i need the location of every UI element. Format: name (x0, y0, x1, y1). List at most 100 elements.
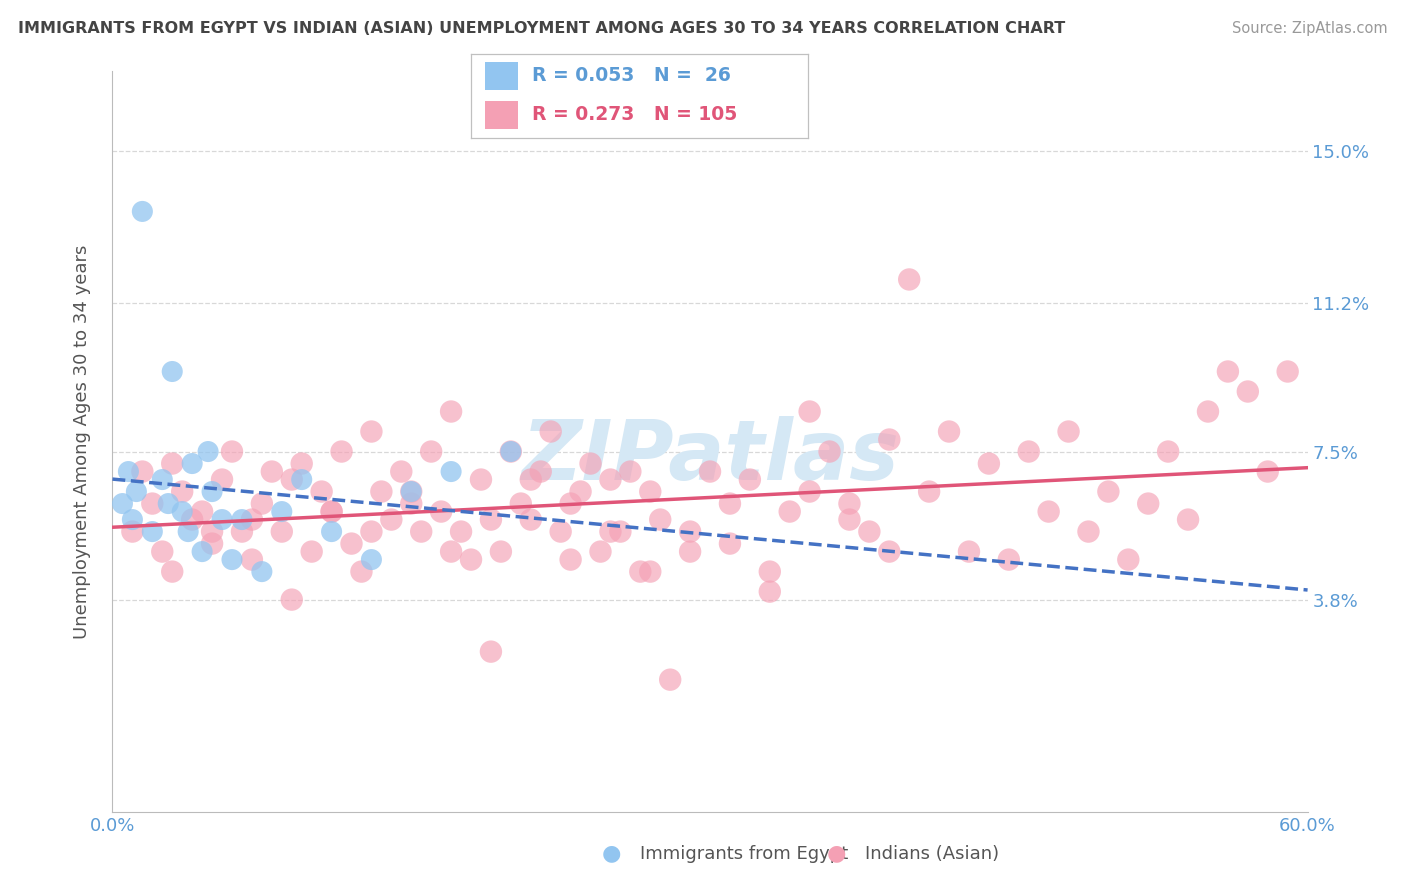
Point (489, 544, 512, 558)
Point (291, 457, 314, 471)
Point (1237, 384, 1260, 399)
Point (201, 484, 224, 499)
Point (499, 444, 522, 458)
Point (440, 544, 463, 558)
Text: Indians (Asian): Indians (Asian) (865, 846, 998, 863)
Point (125, 484, 148, 499)
Point (499, 444, 522, 458)
Point (360, 552, 382, 566)
Point (977, 457, 1000, 471)
Point (360, 425, 382, 439)
Point (370, 484, 392, 499)
Bar (485, 62, 519, 90)
Point (181, 457, 204, 471)
Point (281, 592, 304, 607)
Point (589, 544, 612, 558)
Point (141, 497, 163, 511)
Point (231, 512, 253, 526)
Point (240, 512, 263, 526)
Point (640, 565, 662, 579)
Point (1216, 364, 1239, 378)
Point (150, 473, 173, 487)
Point (1277, 364, 1299, 378)
Point (609, 524, 631, 539)
Point (1038, 505, 1060, 519)
Point (1137, 497, 1160, 511)
Point (250, 497, 273, 511)
Point (260, 465, 283, 479)
Point (157, 497, 180, 511)
Point (679, 544, 702, 558)
Point (360, 524, 382, 539)
Point (321, 505, 343, 519)
Point (191, 505, 214, 519)
Point (460, 552, 482, 566)
Point (520, 512, 543, 526)
Y-axis label: Unemployment Among Ages 30 to 34 years: Unemployment Among Ages 30 to 34 years (73, 244, 91, 639)
Point (879, 544, 901, 558)
Bar (485, 101, 519, 129)
Point (221, 444, 243, 458)
Point (430, 505, 453, 519)
Point (530, 465, 553, 479)
Point (1097, 484, 1119, 499)
Point (619, 465, 641, 479)
Text: ZIPatlas: ZIPatlas (522, 416, 898, 497)
Point (172, 505, 194, 519)
Point (799, 404, 821, 418)
Point (1018, 444, 1040, 458)
Point (321, 505, 343, 519)
Point (401, 497, 423, 511)
Point (738, 473, 761, 487)
Point (117, 465, 139, 479)
Point (181, 512, 204, 526)
Text: Source: ZipAtlas.com: Source: ZipAtlas.com (1232, 21, 1388, 36)
Point (799, 484, 821, 499)
Point (759, 584, 782, 599)
Point (141, 524, 163, 539)
Point (111, 497, 134, 511)
Point (321, 524, 343, 539)
Point (121, 512, 143, 526)
Point (201, 536, 224, 550)
Point (640, 484, 662, 499)
Point (957, 544, 980, 558)
Point (650, 512, 672, 526)
Point (162, 457, 183, 471)
Point (380, 512, 402, 526)
Point (550, 524, 572, 539)
Point (350, 565, 373, 579)
Point (679, 524, 702, 539)
Point (520, 473, 543, 487)
Point (211, 512, 233, 526)
Point (201, 524, 224, 539)
Point (1157, 444, 1180, 458)
Point (858, 524, 880, 539)
Point (172, 484, 194, 499)
Point (718, 536, 741, 550)
Point (699, 465, 721, 479)
Point (401, 484, 423, 499)
Point (818, 444, 841, 458)
Point (938, 425, 960, 439)
Point (560, 552, 582, 566)
Point (579, 457, 602, 471)
Text: R = 0.273   N = 105: R = 0.273 N = 105 (531, 105, 737, 124)
Point (270, 505, 292, 519)
Point (540, 425, 562, 439)
Point (197, 444, 219, 458)
Point (301, 544, 323, 558)
Point (150, 544, 173, 558)
Text: ●: ● (602, 844, 621, 863)
Point (401, 484, 423, 499)
Point (479, 512, 502, 526)
Text: ●: ● (827, 844, 846, 863)
Point (450, 524, 472, 539)
Point (420, 444, 443, 458)
Point (211, 473, 233, 487)
Point (779, 505, 801, 519)
Point (440, 404, 463, 418)
Point (1197, 404, 1219, 418)
Point (569, 484, 592, 499)
Text: IMMIGRANTS FROM EGYPT VS INDIAN (ASIAN) UNEMPLOYMENT AMONG AGES 30 TO 34 YEARS C: IMMIGRANTS FROM EGYPT VS INDIAN (ASIAN) … (18, 21, 1066, 36)
